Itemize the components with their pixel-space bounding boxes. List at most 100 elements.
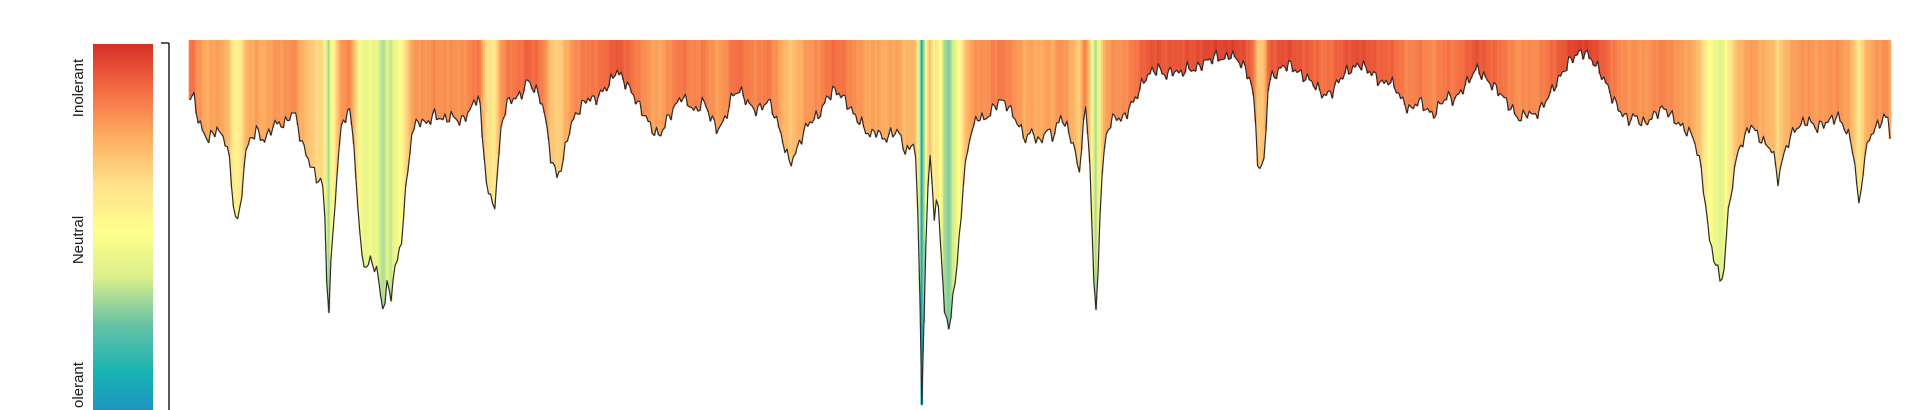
area-stripe bbox=[787, 40, 791, 161]
area-stripe bbox=[945, 40, 949, 318]
area-stripe bbox=[1391, 40, 1394, 77]
area-stripe bbox=[1009, 40, 1013, 106]
area-stripe bbox=[1451, 40, 1454, 106]
area-stripe bbox=[715, 40, 718, 134]
area-stripe bbox=[1415, 40, 1419, 106]
area-stripe bbox=[1571, 40, 1575, 63]
area-stripe bbox=[802, 40, 805, 132]
area-stripe bbox=[814, 40, 818, 111]
area-stripe bbox=[1872, 40, 1875, 134]
area-stripe bbox=[980, 40, 984, 113]
area-stripe bbox=[1737, 40, 1740, 150]
area-stripe bbox=[192, 40, 196, 93]
area-stripe bbox=[1608, 40, 1612, 94]
area-stripe bbox=[1581, 40, 1585, 60]
area-stripe bbox=[1277, 40, 1280, 69]
area-stripe bbox=[559, 40, 563, 172]
area-stripe bbox=[675, 40, 679, 103]
area-stripe bbox=[1386, 40, 1390, 85]
area-stripe bbox=[785, 40, 789, 150]
area-stripe bbox=[1129, 40, 1133, 102]
area-stripe bbox=[1337, 40, 1340, 83]
area-stripe bbox=[1364, 40, 1367, 66]
area-stripe bbox=[1223, 40, 1226, 59]
area-stripe bbox=[1347, 40, 1351, 75]
area-stripe bbox=[1368, 40, 1371, 72]
area-stripe bbox=[1283, 40, 1286, 67]
area-stripe bbox=[1343, 40, 1347, 74]
area-stripe bbox=[1250, 40, 1253, 85]
area-stripe bbox=[1216, 40, 1220, 62]
area-stripe bbox=[1001, 40, 1005, 101]
area-stripe bbox=[823, 40, 826, 104]
area-stripe bbox=[700, 40, 704, 98]
area-stripe bbox=[221, 40, 225, 137]
area-stripe bbox=[271, 40, 275, 128]
area-stripe bbox=[1538, 40, 1541, 108]
area-stripe bbox=[1621, 40, 1624, 117]
area-stripe bbox=[1094, 40, 1098, 310]
area-stripe bbox=[856, 40, 859, 123]
area-stripe bbox=[731, 40, 735, 96]
area-stripe bbox=[1741, 40, 1745, 147]
legend-label-intolerant: Inolerant bbox=[70, 58, 87, 117]
area-stripe bbox=[765, 40, 768, 104]
area-stripe bbox=[1140, 40, 1143, 79]
area-stripe bbox=[1828, 40, 1832, 119]
area-stripe bbox=[951, 40, 955, 294]
area-stripe bbox=[719, 40, 723, 126]
area-stripe bbox=[456, 40, 459, 121]
area-stripe bbox=[1675, 40, 1678, 125]
area-stripe bbox=[1513, 40, 1517, 115]
area-stripe bbox=[408, 40, 412, 155]
area-stripe bbox=[313, 40, 316, 168]
area-stripe bbox=[304, 40, 308, 156]
area-stripe bbox=[1360, 40, 1363, 71]
area-stripe bbox=[503, 40, 507, 116]
area-stripe bbox=[1685, 40, 1689, 136]
area-stripe bbox=[655, 40, 658, 128]
area-stripe bbox=[626, 40, 629, 82]
area-stripe bbox=[1559, 40, 1562, 77]
area-stripe bbox=[1478, 40, 1481, 74]
area-stripe bbox=[1762, 40, 1765, 137]
area-stripe bbox=[1279, 40, 1282, 69]
area-stripe bbox=[680, 40, 683, 102]
area-stripe bbox=[1697, 40, 1701, 156]
area-stripe bbox=[358, 40, 362, 235]
area-stripe bbox=[1160, 40, 1164, 75]
area-stripe bbox=[1795, 40, 1799, 129]
plot-area bbox=[188, 40, 1892, 406]
area-stripe bbox=[1314, 40, 1318, 90]
area-stripe bbox=[261, 40, 264, 140]
area-stripe bbox=[733, 40, 737, 94]
area-stripe bbox=[190, 40, 194, 96]
area-stripe bbox=[725, 40, 729, 119]
area-stripe bbox=[250, 40, 254, 138]
area-stripe bbox=[1447, 40, 1450, 92]
area-stripe bbox=[1554, 40, 1558, 87]
area-stripe bbox=[1465, 40, 1469, 77]
area-stripe bbox=[1374, 40, 1378, 73]
area-stripe bbox=[553, 40, 557, 167]
area-stripe bbox=[1237, 40, 1241, 63]
area-stripe bbox=[1272, 40, 1276, 78]
area-stripe bbox=[841, 40, 845, 96]
area-stripe bbox=[1212, 40, 1216, 56]
area-stripe bbox=[1407, 40, 1411, 105]
area-stripe bbox=[464, 40, 468, 122]
area-stripe bbox=[847, 40, 851, 109]
area-stripe bbox=[1134, 40, 1137, 97]
area-stripe bbox=[1428, 40, 1432, 113]
area-stripe bbox=[215, 40, 219, 127]
area-stripe bbox=[1681, 40, 1685, 124]
area-stripe bbox=[924, 40, 928, 242]
area-stripe bbox=[454, 40, 457, 119]
area-stripe bbox=[555, 40, 559, 178]
area-stripe bbox=[1729, 40, 1732, 200]
area-stripe bbox=[497, 40, 501, 155]
area-stripe bbox=[1150, 40, 1154, 68]
area-stripe bbox=[1185, 40, 1189, 62]
area-stripe bbox=[1357, 40, 1361, 67]
area-stripe bbox=[1214, 40, 1218, 51]
